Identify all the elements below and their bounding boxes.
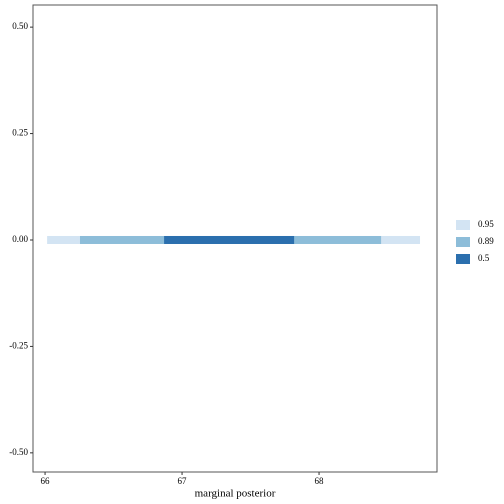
legend-swatch	[456, 220, 470, 230]
x-tick-label: 68	[315, 476, 325, 486]
y-tick-label: 0.00	[12, 234, 28, 244]
legend-label: 0.5	[478, 253, 490, 263]
x-tick-label: 66	[41, 476, 51, 486]
x-axis-title: marginal posterior	[195, 488, 276, 500]
legend-swatch	[456, 237, 470, 247]
y-tick-label: -0.50	[9, 447, 28, 457]
y-tick-label: 0.50	[12, 21, 28, 31]
y-tick-label: 0.25	[12, 128, 28, 138]
y-tick-label: -0.25	[9, 340, 28, 350]
legend-label: 0.95	[478, 219, 494, 229]
interval-bar	[164, 235, 295, 244]
legend-swatch	[456, 254, 470, 264]
legend-label: 0.89	[478, 236, 494, 246]
x-tick-label: 67	[178, 476, 188, 486]
